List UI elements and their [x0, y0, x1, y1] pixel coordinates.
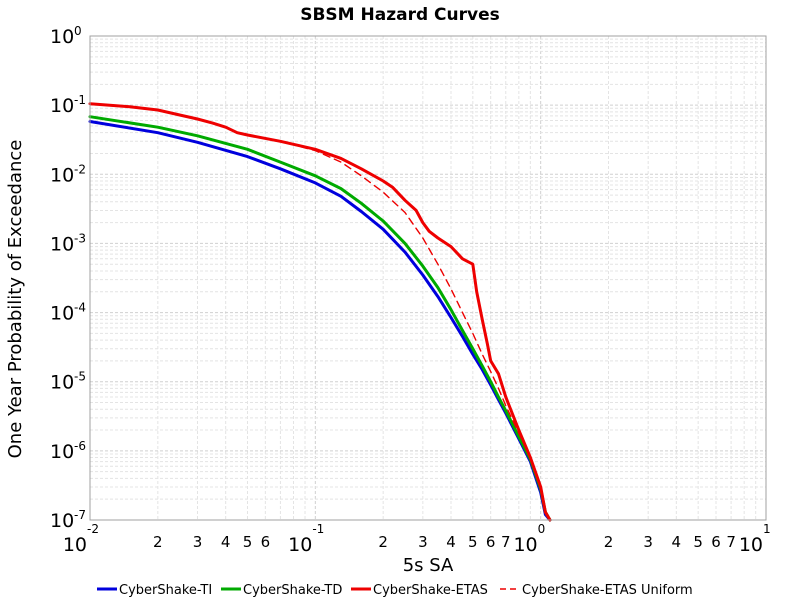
series-line-cybershake-td [88, 115, 552, 522]
x-tick-label: 10 [288, 534, 312, 556]
y-axis-title: One Year Probability of Exceedance [5, 140, 26, 459]
y-tick-exponent: 0 [74, 24, 82, 38]
legend: CyberShake-TI CyberShake-TD CyberShake-ETA… [97, 583, 693, 598]
y-tick-label: 10 [50, 303, 74, 325]
y-tick-label: 10 [50, 164, 74, 186]
y-tick-exponent: -3 [74, 231, 86, 245]
y-tick-exponent: -1 [74, 93, 86, 107]
x-tick-exponent: -2 [87, 522, 99, 536]
legend-label: CyberShake-ETAS [373, 583, 488, 598]
x-minor-tick-label: 7 [501, 533, 511, 551]
x-minor-tick-label: 6 [261, 533, 271, 551]
x-minor-tick-label: 4 [221, 533, 231, 551]
y-tick-label: 10 [50, 233, 74, 255]
x-minor-tick-label: 2 [604, 533, 614, 551]
x-minor-tick-label: 6 [711, 533, 721, 551]
x-tick-exponent: 0 [538, 522, 546, 536]
x-tick-exponent: 1 [763, 522, 771, 536]
y-tick-exponent: -2 [74, 162, 86, 176]
x-minor-tick-label: 4 [446, 533, 456, 551]
y-tick-label: 10 [50, 441, 74, 463]
x-minor-tick-label: 3 [418, 533, 428, 551]
x-tick-label: 10 [63, 534, 87, 556]
x-minor-tick-label: 5 [243, 533, 253, 551]
grid-lines [90, 36, 766, 520]
x-minor-tick-label: 7 [726, 533, 736, 551]
y-tick-exponent: -7 [74, 508, 86, 522]
x-axis-title: 5s SA [403, 555, 454, 576]
legend-label: CyberShake-TI [119, 583, 212, 598]
legend-label: CyberShake-ETAS Uniform [522, 583, 693, 598]
x-minor-tick-label: 4 [672, 533, 682, 551]
x-minor-tick-label: 2 [378, 533, 388, 551]
y-tick-label: 10 [50, 95, 74, 117]
plot-frame [89, 35, 767, 521]
x-minor-tick-label: 5 [693, 533, 703, 551]
x-minor-tick-label: 6 [486, 533, 496, 551]
x-minor-tick-label: 3 [193, 533, 203, 551]
x-tick-label: 10 [513, 534, 537, 556]
chart-title: SBSM Hazard Curves [300, 5, 500, 25]
y-tick-exponent: -6 [74, 439, 86, 453]
plot-border [89, 35, 767, 521]
y-tick-exponent: -5 [74, 370, 86, 384]
y-tick-exponent: -4 [74, 301, 86, 315]
y-tick-label: 10 [50, 510, 74, 532]
x-tick-exponent: -1 [312, 522, 324, 536]
x-tick-label: 10 [739, 534, 763, 556]
series-lines [88, 102, 552, 522]
legend-label: CyberShake-TD [243, 583, 342, 598]
series-line-cybershake-etas-uniform [89, 102, 551, 521]
y-tick-label: 10 [50, 26, 74, 48]
x-minor-tick-label: 3 [643, 533, 653, 551]
x-minor-tick-label: 2 [153, 533, 163, 551]
plot-background [90, 36, 766, 520]
plot-area [90, 36, 766, 520]
x-minor-tick-label: 5 [468, 533, 478, 551]
y-tick-label: 10 [50, 372, 74, 394]
